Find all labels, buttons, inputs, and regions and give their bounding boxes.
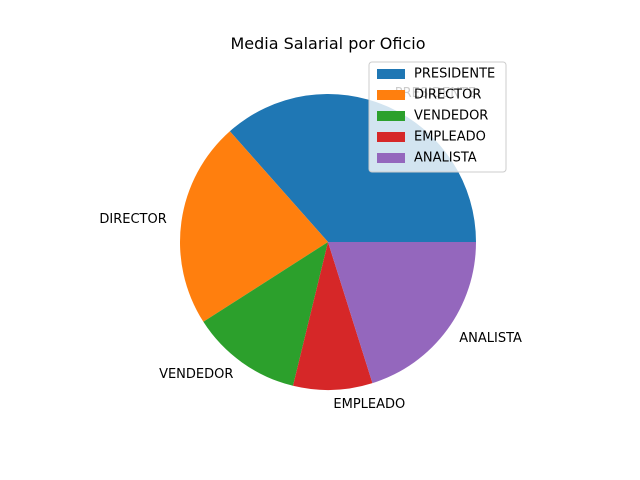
legend-label-analista: ANALISTA: [414, 151, 477, 166]
chart-title: Media Salarial por Oficio: [230, 34, 425, 53]
legend-swatch-empleado: [377, 132, 405, 142]
legend-label-director: DIRECTOR: [414, 88, 481, 103]
legend-label-empleado: EMPLEADO: [414, 130, 486, 145]
pie-slice-empleado: [293, 242, 373, 390]
legend: PRESIDENTE DIRECTOR VENDEDOR EMPLEADO ANALIS…: [368, 61, 507, 173]
legend-swatch-presidente: [377, 69, 405, 79]
pie-slice-vendedor: [203, 242, 328, 386]
legend-label-presidente: PRESIDENTE: [414, 67, 495, 82]
legend-frame: [368, 61, 507, 173]
legend-swatch-vendedor: [377, 111, 405, 121]
legend-label-vendedor: VENDEDOR: [414, 109, 488, 124]
legend-swatch-analista: [377, 153, 405, 163]
pie-slice-director: [179, 131, 328, 322]
slice-label-vendedor: VENDEDOR: [159, 367, 233, 382]
slice-label-empleado: EMPLEADO: [333, 397, 405, 412]
slice-label-analista: ANALISTA: [459, 331, 522, 346]
legend-swatch-director: [377, 90, 405, 100]
slice-label-director: DIRECTOR: [99, 212, 166, 227]
pie-slice-analista: [328, 242, 476, 384]
